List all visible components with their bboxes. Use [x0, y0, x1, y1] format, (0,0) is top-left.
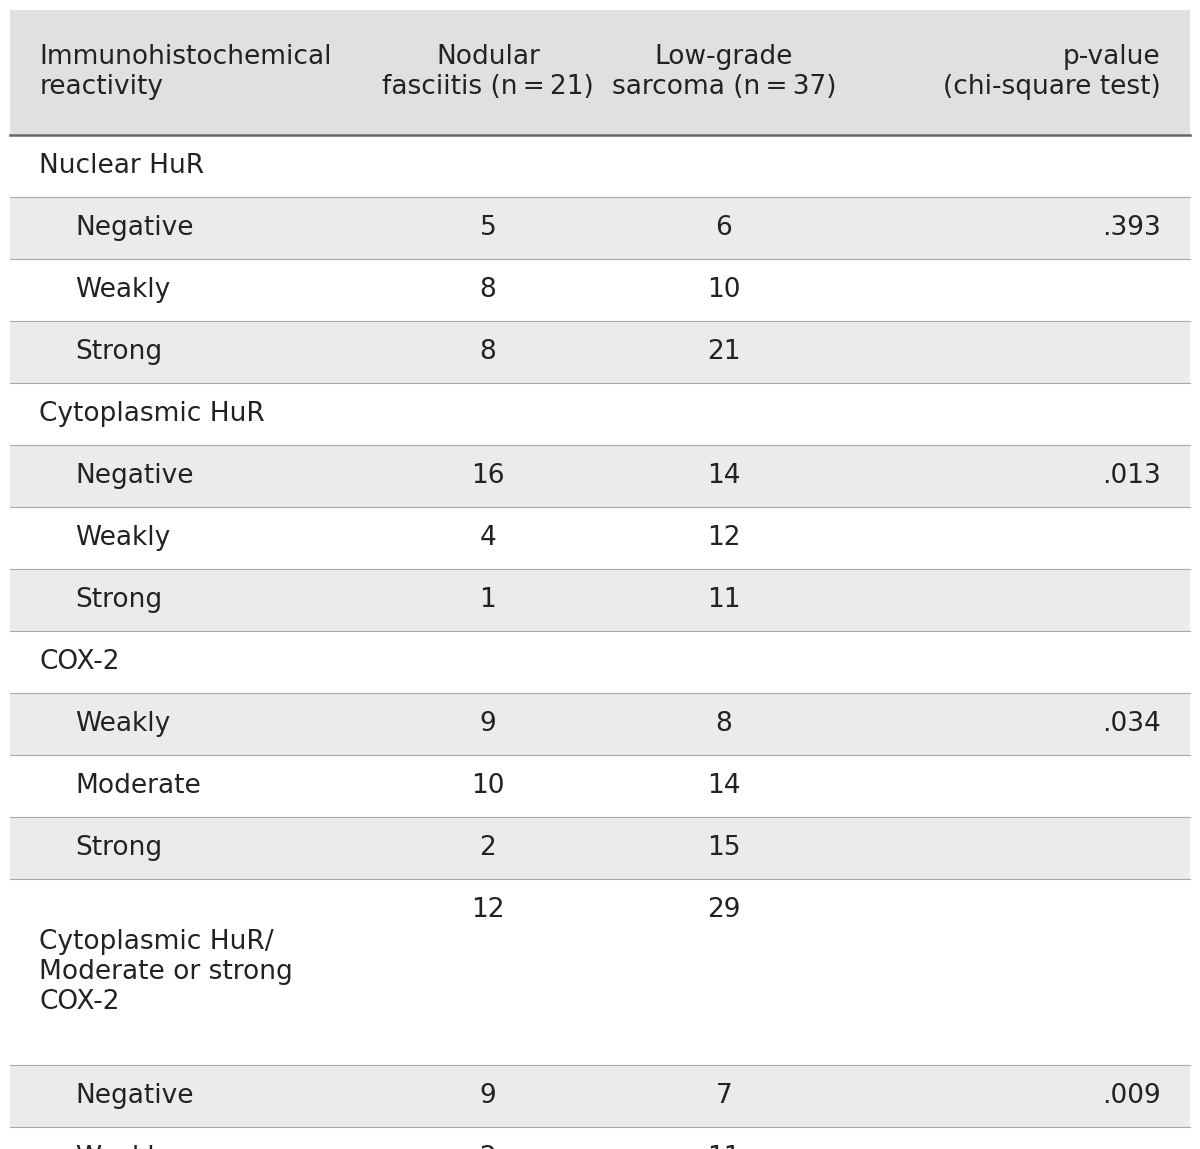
Text: 9: 9	[480, 711, 497, 737]
Bar	[10, 507, 1190, 569]
Text: .034: .034	[1102, 711, 1160, 737]
Text: Negative: Negative	[74, 215, 193, 241]
Text: 10: 10	[707, 277, 740, 303]
Text: Moderate: Moderate	[74, 773, 200, 799]
Text: 10: 10	[472, 773, 505, 799]
Text: 7: 7	[715, 1084, 732, 1109]
Text: Strong: Strong	[74, 835, 162, 861]
Bar	[10, 1065, 1190, 1127]
Text: 2: 2	[480, 835, 497, 861]
Text: 29: 29	[707, 897, 740, 923]
Text: .009: .009	[1102, 1084, 1160, 1109]
Bar	[10, 321, 1190, 383]
Text: 5: 5	[480, 215, 497, 241]
Bar	[10, 879, 1190, 1065]
Bar	[10, 259, 1190, 321]
Text: Negative: Negative	[74, 1084, 193, 1109]
Text: Weakly: Weakly	[74, 525, 170, 552]
Text: 6: 6	[715, 215, 732, 241]
Text: 15: 15	[707, 835, 740, 861]
Text: Weakly: Weakly	[74, 1146, 170, 1149]
Bar	[10, 196, 1190, 259]
Bar	[10, 134, 1190, 196]
Bar	[10, 1127, 1190, 1149]
Text: 1: 1	[480, 587, 497, 614]
Bar	[10, 383, 1190, 445]
Text: 12: 12	[707, 525, 740, 552]
Text: Nuclear HuR: Nuclear HuR	[40, 153, 205, 179]
Bar	[10, 445, 1190, 507]
Bar	[10, 693, 1190, 755]
Text: Strong: Strong	[74, 587, 162, 614]
Text: 14: 14	[707, 773, 740, 799]
Bar	[10, 755, 1190, 817]
Text: 21: 21	[707, 339, 740, 365]
Text: Nodular
fasciitis (n = 21): Nodular fasciitis (n = 21)	[382, 45, 594, 100]
Text: 11: 11	[707, 1146, 740, 1149]
Bar	[10, 10, 1190, 134]
Text: 4: 4	[480, 525, 497, 552]
Text: Cytoplasmic HuR/
Moderate or strong
COX-2: Cytoplasmic HuR/ Moderate or strong COX-…	[40, 930, 293, 1015]
Text: COX-2: COX-2	[40, 649, 120, 674]
Text: 14: 14	[707, 463, 740, 489]
Text: .393: .393	[1102, 215, 1160, 241]
Text: Weakly: Weakly	[74, 711, 170, 737]
Text: Weakly: Weakly	[74, 277, 170, 303]
Text: Low-grade
sarcoma (n = 37): Low-grade sarcoma (n = 37)	[612, 45, 836, 100]
Text: 8: 8	[715, 711, 732, 737]
Bar	[10, 569, 1190, 631]
Bar	[10, 631, 1190, 693]
Text: Negative: Negative	[74, 463, 193, 489]
Text: Immunohistochemical
reactivity: Immunohistochemical reactivity	[40, 45, 332, 100]
Text: 2: 2	[480, 1146, 497, 1149]
Text: 8: 8	[480, 277, 497, 303]
Text: Strong: Strong	[74, 339, 162, 365]
Text: Cytoplasmic HuR: Cytoplasmic HuR	[40, 401, 265, 427]
Text: 11: 11	[707, 587, 740, 614]
Text: 12: 12	[472, 897, 505, 923]
Text: .013: .013	[1102, 463, 1160, 489]
Text: 9: 9	[480, 1084, 497, 1109]
Text: 16: 16	[472, 463, 505, 489]
Text: p-value
(chi-square test): p-value (chi-square test)	[943, 45, 1160, 100]
Text: 8: 8	[480, 339, 497, 365]
Bar	[10, 817, 1190, 879]
